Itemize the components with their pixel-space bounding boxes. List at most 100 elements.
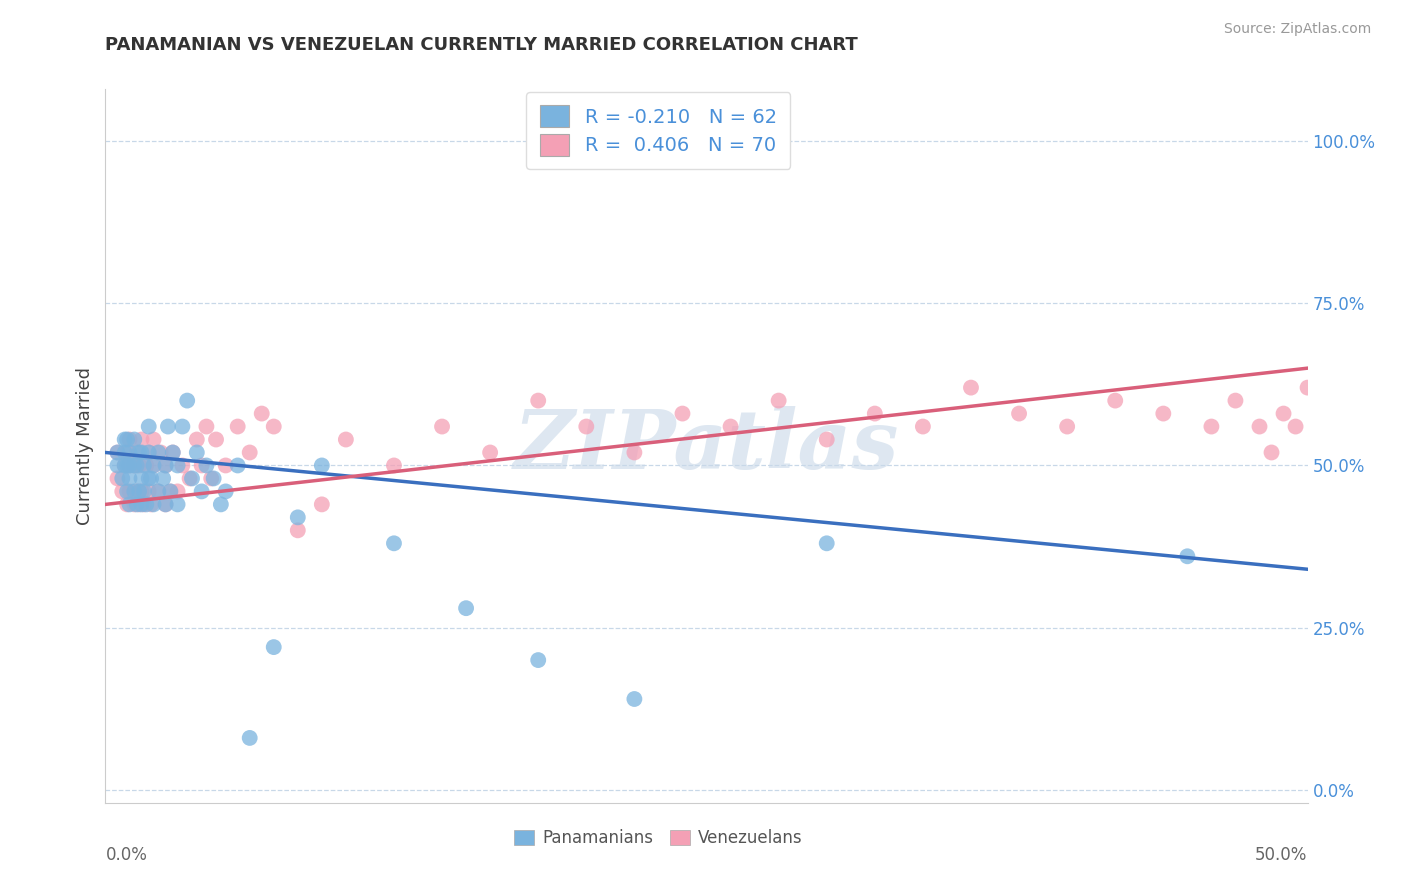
Point (263, 640, 285, 654)
Point (1272, 407, 1295, 421)
Point (863, 407, 886, 421)
Point (152, 471, 174, 485)
Point (138, 445, 160, 459)
Point (195, 458, 218, 473)
Point (1249, 419, 1271, 434)
Point (623, 692, 645, 706)
Point (118, 497, 141, 511)
Text: 50.0%: 50.0% (1256, 846, 1308, 863)
Point (1284, 419, 1306, 434)
Point (148, 445, 170, 459)
Point (128, 484, 150, 499)
Point (1008, 407, 1031, 421)
Point (114, 458, 136, 473)
Point (205, 433, 228, 447)
Point (202, 471, 225, 485)
Point (128, 445, 150, 459)
Point (149, 445, 172, 459)
Point (138, 484, 160, 499)
Point (155, 458, 177, 473)
Point (179, 471, 201, 485)
Point (118, 445, 141, 459)
Point (131, 484, 153, 499)
Point (118, 458, 141, 473)
Point (575, 419, 598, 434)
Text: 0.0%: 0.0% (105, 846, 148, 863)
Point (527, 653, 550, 667)
Point (200, 471, 222, 485)
Point (239, 445, 262, 459)
Point (131, 497, 153, 511)
Point (132, 458, 155, 473)
Point (132, 484, 155, 499)
Point (118, 458, 141, 473)
Point (111, 484, 134, 499)
Text: ZIPatlas: ZIPatlas (513, 406, 900, 486)
Point (382, 458, 405, 473)
Point (172, 458, 194, 473)
Point (214, 458, 236, 473)
Point (815, 433, 838, 447)
Point (166, 484, 188, 499)
Point (132, 497, 155, 511)
Point (190, 458, 212, 473)
Point (114, 458, 136, 473)
Point (166, 458, 188, 473)
Point (115, 433, 138, 447)
Y-axis label: Currently Married: Currently Married (76, 367, 94, 525)
Point (142, 458, 165, 473)
Point (1175, 549, 1198, 564)
Point (430, 419, 453, 434)
Point (186, 445, 208, 459)
Point (226, 419, 249, 434)
Point (239, 731, 262, 745)
Point (128, 497, 150, 511)
Point (125, 484, 148, 499)
Point (138, 445, 160, 459)
Point (148, 484, 170, 499)
Point (195, 419, 218, 434)
Point (960, 381, 983, 395)
Point (671, 407, 693, 421)
Point (1225, 393, 1247, 408)
Point (138, 419, 160, 434)
Point (162, 445, 184, 459)
Point (166, 497, 188, 511)
Point (131, 471, 153, 485)
Point (1152, 407, 1174, 421)
Point (287, 524, 309, 538)
Point (311, 458, 333, 473)
Point (125, 445, 148, 459)
Point (135, 497, 157, 511)
Point (125, 458, 148, 473)
Point (162, 445, 184, 459)
Point (135, 458, 157, 473)
Point (720, 419, 742, 434)
Point (111, 471, 134, 485)
Point (382, 536, 405, 550)
Point (107, 445, 129, 459)
Point (131, 445, 153, 459)
Point (335, 433, 357, 447)
Point (1260, 445, 1282, 459)
Point (155, 497, 177, 511)
Point (623, 445, 645, 459)
Point (1104, 393, 1126, 408)
Point (115, 458, 138, 473)
Point (142, 433, 165, 447)
Point (815, 536, 838, 550)
Point (115, 484, 138, 499)
Point (148, 484, 170, 499)
Point (125, 497, 148, 511)
Point (155, 458, 177, 473)
Point (115, 445, 138, 459)
Point (124, 497, 146, 511)
Point (186, 433, 208, 447)
Point (118, 471, 141, 485)
Point (142, 497, 165, 511)
Text: PANAMANIAN VS VENEZUELAN CURRENTLY MARRIED CORRELATION CHART: PANAMANIAN VS VENEZUELAN CURRENTLY MARRI… (105, 36, 858, 54)
Point (124, 458, 146, 473)
Point (479, 445, 502, 459)
Point (159, 484, 181, 499)
Point (115, 497, 138, 511)
